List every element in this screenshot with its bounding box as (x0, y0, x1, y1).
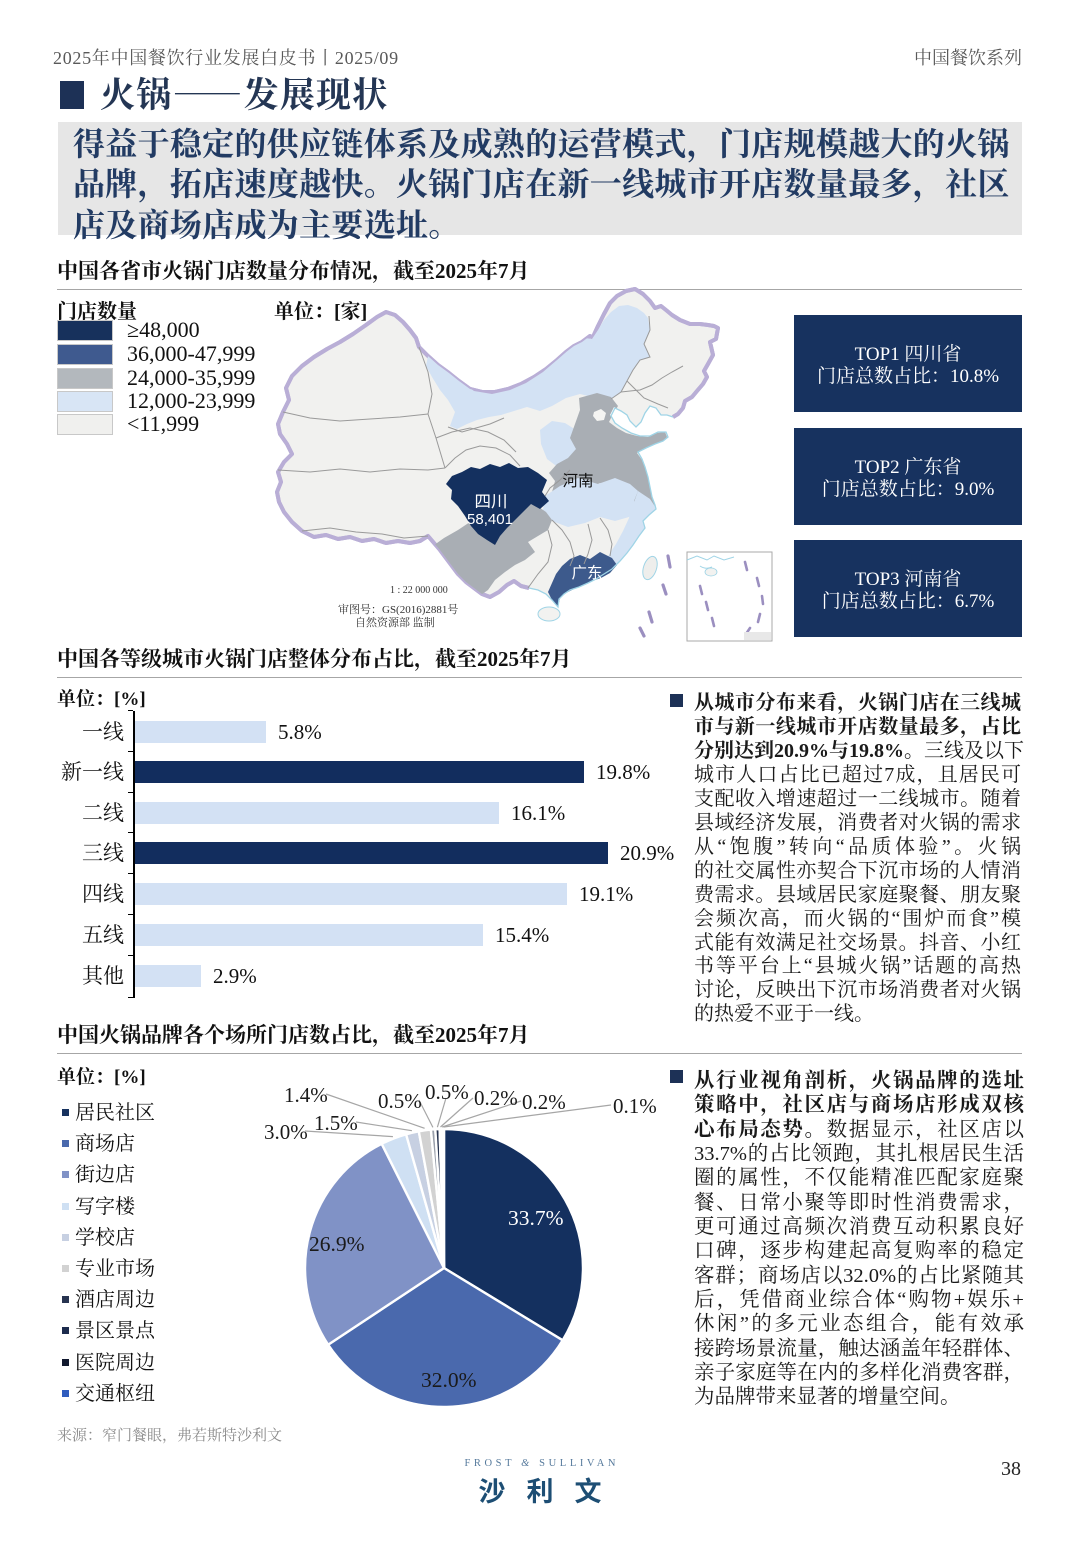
svg-text:审图号：GS(2016)2881号: 审图号：GS(2016)2881号 (338, 602, 458, 616)
svg-text:58,401: 58,401 (467, 511, 513, 528)
svg-text:四川: 四川 (475, 493, 508, 511)
svg-text:自然资源部 监制: 自然资源部 监制 (355, 615, 435, 629)
svg-text:河南: 河南 (562, 472, 593, 490)
svg-text:1 : 22 000 000: 1 : 22 000 000 (390, 585, 448, 596)
svg-text:广东: 广东 (571, 564, 602, 582)
